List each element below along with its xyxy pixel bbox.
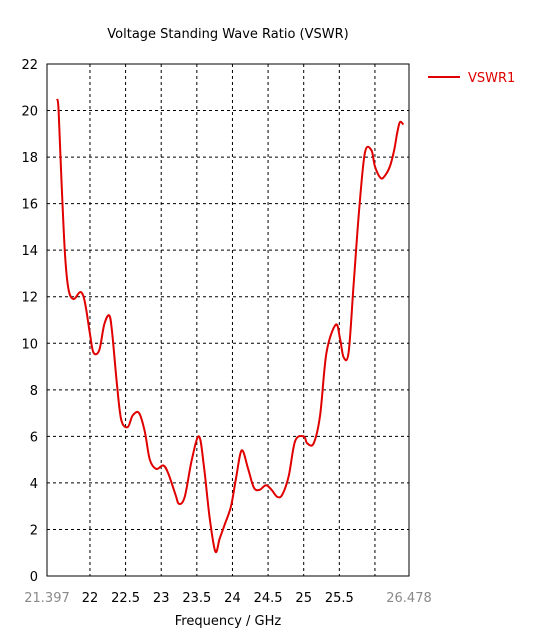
x-tick-label: 26.478 <box>386 591 432 606</box>
y-tick-label: 22 <box>21 58 38 73</box>
y-tick-label: 8 <box>30 384 38 399</box>
x-tick-label: 24.5 <box>254 591 283 606</box>
series-line-vswr1 <box>56 98 405 554</box>
y-tick-label: 18 <box>21 151 38 166</box>
y-tick-label: 0 <box>30 570 38 585</box>
x-tick-label: 24 <box>224 591 241 606</box>
y-tick-label: 12 <box>21 291 38 306</box>
y-tick-label: 14 <box>21 244 38 259</box>
legend-label-vswr1: VSWR1 <box>468 71 515 86</box>
y-tick-label: 10 <box>21 337 38 352</box>
x-tick-label: 23.5 <box>182 591 211 606</box>
x-axis-label: Frequency / GHz <box>175 614 282 629</box>
plot-frame <box>46 63 410 577</box>
series-layer <box>56 98 405 554</box>
x-tick-label: 22.5 <box>111 591 140 606</box>
y-tick-label: 6 <box>30 430 38 445</box>
x-tick-label: 23 <box>153 591 170 606</box>
grid-lines <box>47 64 409 576</box>
y-tick-label: 2 <box>30 523 38 538</box>
y-tick-label: 16 <box>21 198 38 213</box>
x-tick-label: 25.5 <box>325 591 354 606</box>
x-axis-ticks: 21.397 22 22.5 23 23.5 24 24.5 25 25.5 26.478 <box>24 591 432 606</box>
x-tick-label: 25 <box>295 591 312 606</box>
x-tick-label: 21.397 <box>24 591 70 606</box>
y-axis-ticks: 0 2 4 6 8 10 12 14 16 18 20 22 <box>21 58 38 585</box>
x-tick-label: 22 <box>82 591 99 606</box>
legend[interactable]: VSWR1 <box>428 71 515 86</box>
y-tick-label: 20 <box>21 105 38 120</box>
y-tick-label: 4 <box>30 477 38 492</box>
chart-title: Voltage Standing Wave Ratio (VSWR) <box>107 27 348 42</box>
